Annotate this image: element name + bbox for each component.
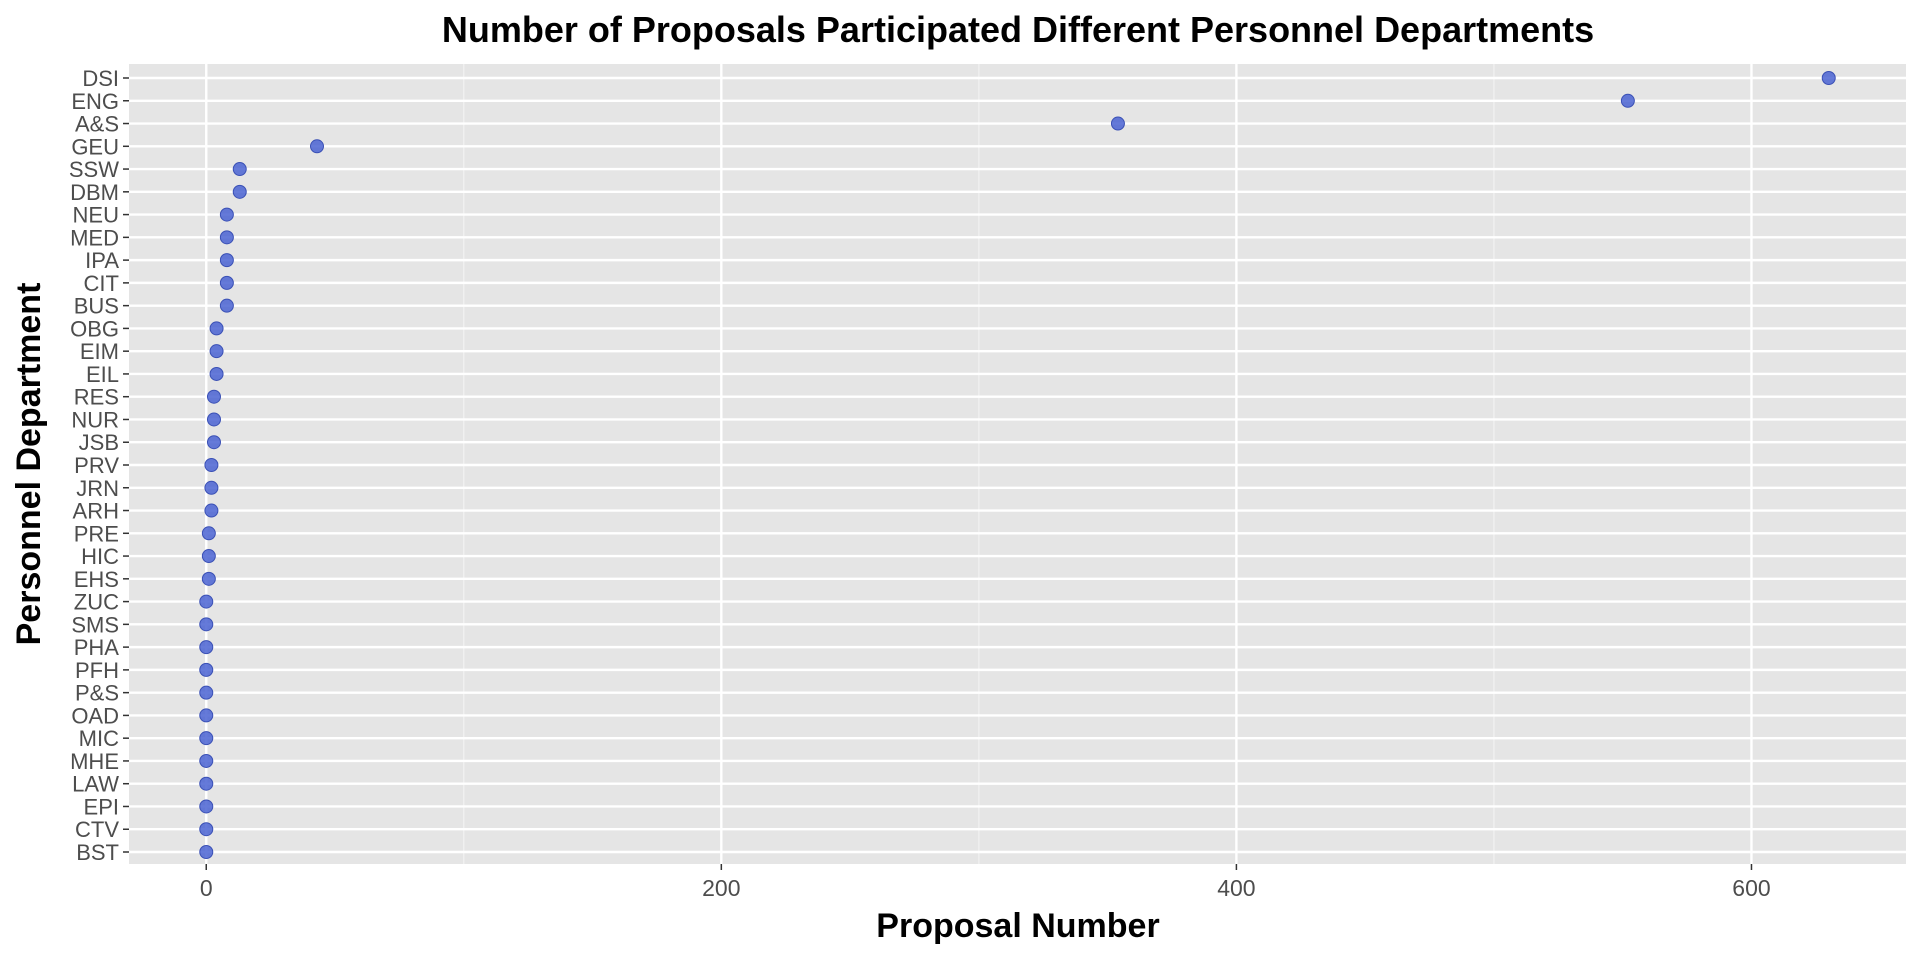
data-point <box>201 526 216 541</box>
y-tick-label: OBG <box>70 316 119 341</box>
y-tick-label: HIC <box>81 544 119 569</box>
y-tick-label: RES <box>74 385 119 410</box>
data-point <box>1110 116 1125 131</box>
data-point <box>201 571 216 586</box>
y-tick-label: ARH <box>73 499 119 524</box>
data-point <box>1620 93 1635 108</box>
y-tick-label: P&S <box>75 681 119 706</box>
data-point <box>199 776 214 791</box>
data-point <box>209 366 224 381</box>
y-tick-label: IPA <box>85 248 119 273</box>
data-point <box>209 321 224 336</box>
y-tick-label: ENG <box>71 89 119 114</box>
y-tick-label: MHE <box>70 749 119 774</box>
y-tick-label: ZUC <box>74 590 119 615</box>
y-tick-label: GEU <box>71 134 119 159</box>
data-point <box>199 594 214 609</box>
x-axis: 0 200 400 600 <box>200 864 1771 901</box>
data-point <box>206 389 221 404</box>
y-axis: DSIENGA&SGEUSSWDBMNEUMEDIPACITBUSOBGEIME… <box>69 66 129 865</box>
data-point <box>199 845 214 859</box>
data-point <box>219 298 234 313</box>
data-point <box>204 480 219 495</box>
y-tick-label: NEU <box>73 203 119 228</box>
y-tick-label: MIC <box>79 726 119 751</box>
data-point <box>199 617 214 632</box>
data-point <box>199 731 214 746</box>
y-tick-label: EIL <box>86 362 119 387</box>
grid-layer <box>129 64 1906 864</box>
x-tick-label: 600 <box>1732 875 1770 901</box>
x-tick-label: 200 <box>702 875 740 901</box>
data-point <box>209 344 224 359</box>
data-point <box>219 207 234 222</box>
data-point <box>232 184 247 199</box>
x-tick-label: 400 <box>1217 875 1255 901</box>
data-point <box>219 253 234 268</box>
data-point <box>199 799 214 814</box>
points-layer <box>199 71 1836 859</box>
y-tick-label: A&S <box>75 112 119 137</box>
y-tick-label: MED <box>70 225 119 250</box>
y-tick-label: DSI <box>82 66 119 91</box>
y-tick-label: LAW <box>72 772 119 797</box>
data-point <box>204 503 219 518</box>
y-tick-label: DBM <box>70 180 119 205</box>
y-tick-label: EHS <box>74 567 119 592</box>
y-tick-label: BUS <box>74 294 119 319</box>
y-tick-label: SMS <box>71 612 119 637</box>
data-point <box>1821 71 1836 85</box>
data-point <box>219 275 234 290</box>
y-tick-label: PRV <box>74 453 119 478</box>
data-point <box>199 685 214 700</box>
y-tick-label: BST <box>76 840 119 865</box>
y-tick-label: CIT <box>84 271 119 296</box>
y-tick-label: SSW <box>69 157 119 182</box>
x-axis-title: Proposal Number <box>876 907 1159 945</box>
data-point <box>204 458 219 472</box>
y-tick-label: JSB <box>79 430 119 455</box>
y-tick-label: NUR <box>71 407 119 432</box>
data-point <box>199 822 214 837</box>
y-axis-title: Personnel Department <box>10 283 48 646</box>
y-tick-label: OAD <box>71 703 119 728</box>
data-point <box>206 435 221 450</box>
x-tick-label: 0 <box>200 875 213 901</box>
data-point <box>201 549 216 564</box>
data-point <box>310 139 325 154</box>
y-tick-label: EIM <box>80 339 119 364</box>
data-point <box>199 662 214 677</box>
y-tick-label: PRE <box>74 521 119 546</box>
data-point <box>199 708 214 723</box>
chart-title: Number of Proposals Participated Differe… <box>442 9 1594 50</box>
data-point <box>206 412 221 427</box>
data-point <box>232 162 247 177</box>
data-point <box>219 230 234 245</box>
data-point <box>199 640 214 655</box>
y-tick-label: PFH <box>75 658 119 683</box>
data-point <box>199 753 214 768</box>
y-tick-label: PHA <box>74 635 120 660</box>
y-tick-label: JRN <box>76 476 119 501</box>
y-tick-label: CTV <box>75 817 119 842</box>
y-tick-label: EPI <box>84 794 119 819</box>
